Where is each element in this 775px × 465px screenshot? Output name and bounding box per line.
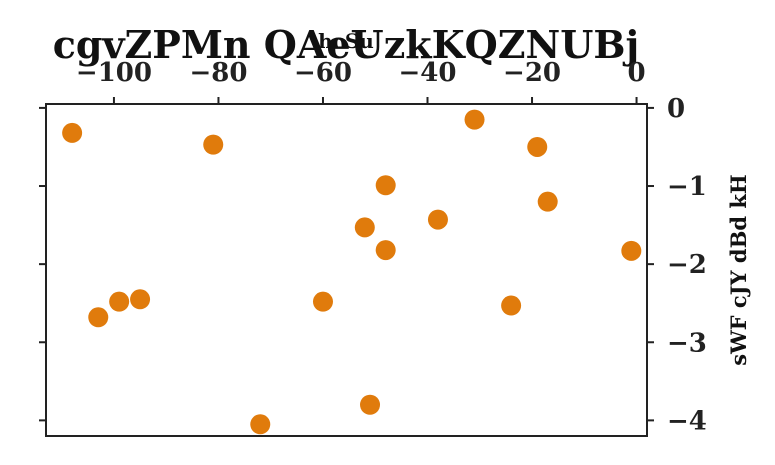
y-tick-label: −1 — [667, 172, 707, 202]
x-axis-label: hcSu — [318, 29, 374, 53]
y-tick-label: 0 — [667, 94, 685, 124]
scatter-point — [501, 295, 522, 316]
y-axis-label: sWF cJY dBd kH — [726, 174, 751, 365]
scatter-point — [360, 394, 381, 415]
scatter-point — [375, 240, 396, 261]
scatter-point — [203, 134, 224, 155]
scatter-point — [537, 191, 558, 212]
data-points — [62, 109, 642, 435]
scatter-point — [88, 307, 109, 328]
x-tick-label: 0 — [628, 58, 646, 88]
x-tick-label: −60 — [294, 58, 352, 88]
scatter-point — [109, 291, 130, 312]
scatter-point — [527, 136, 548, 157]
scatter-point — [130, 289, 151, 310]
plot-area-frame — [45, 103, 648, 437]
scatter-point — [62, 122, 83, 143]
x-axis-ticks: −100 −80 −60 −40 −20 0 — [76, 58, 646, 104]
scatter-point — [375, 175, 396, 196]
scatter-point — [354, 217, 375, 238]
scatter-point — [427, 209, 448, 230]
x-tick-label: −20 — [503, 58, 561, 88]
x-tick-label: −80 — [189, 58, 247, 88]
y-tick-label: −2 — [667, 250, 707, 280]
x-tick-label: −100 — [76, 58, 152, 88]
chart-title: cgvZPMn QAeUzkKQZNUBj — [53, 22, 639, 67]
scatter-point — [464, 109, 485, 130]
scatter-point — [312, 291, 333, 312]
scatter-point — [621, 240, 642, 261]
y-tick-label: −3 — [667, 328, 707, 358]
y-axis-ticks: 0 −1 −2 −3 −4 — [39, 94, 707, 436]
scatter-point — [250, 414, 271, 435]
y-tick-label: −4 — [667, 406, 707, 436]
x-tick-label: −40 — [399, 58, 457, 88]
